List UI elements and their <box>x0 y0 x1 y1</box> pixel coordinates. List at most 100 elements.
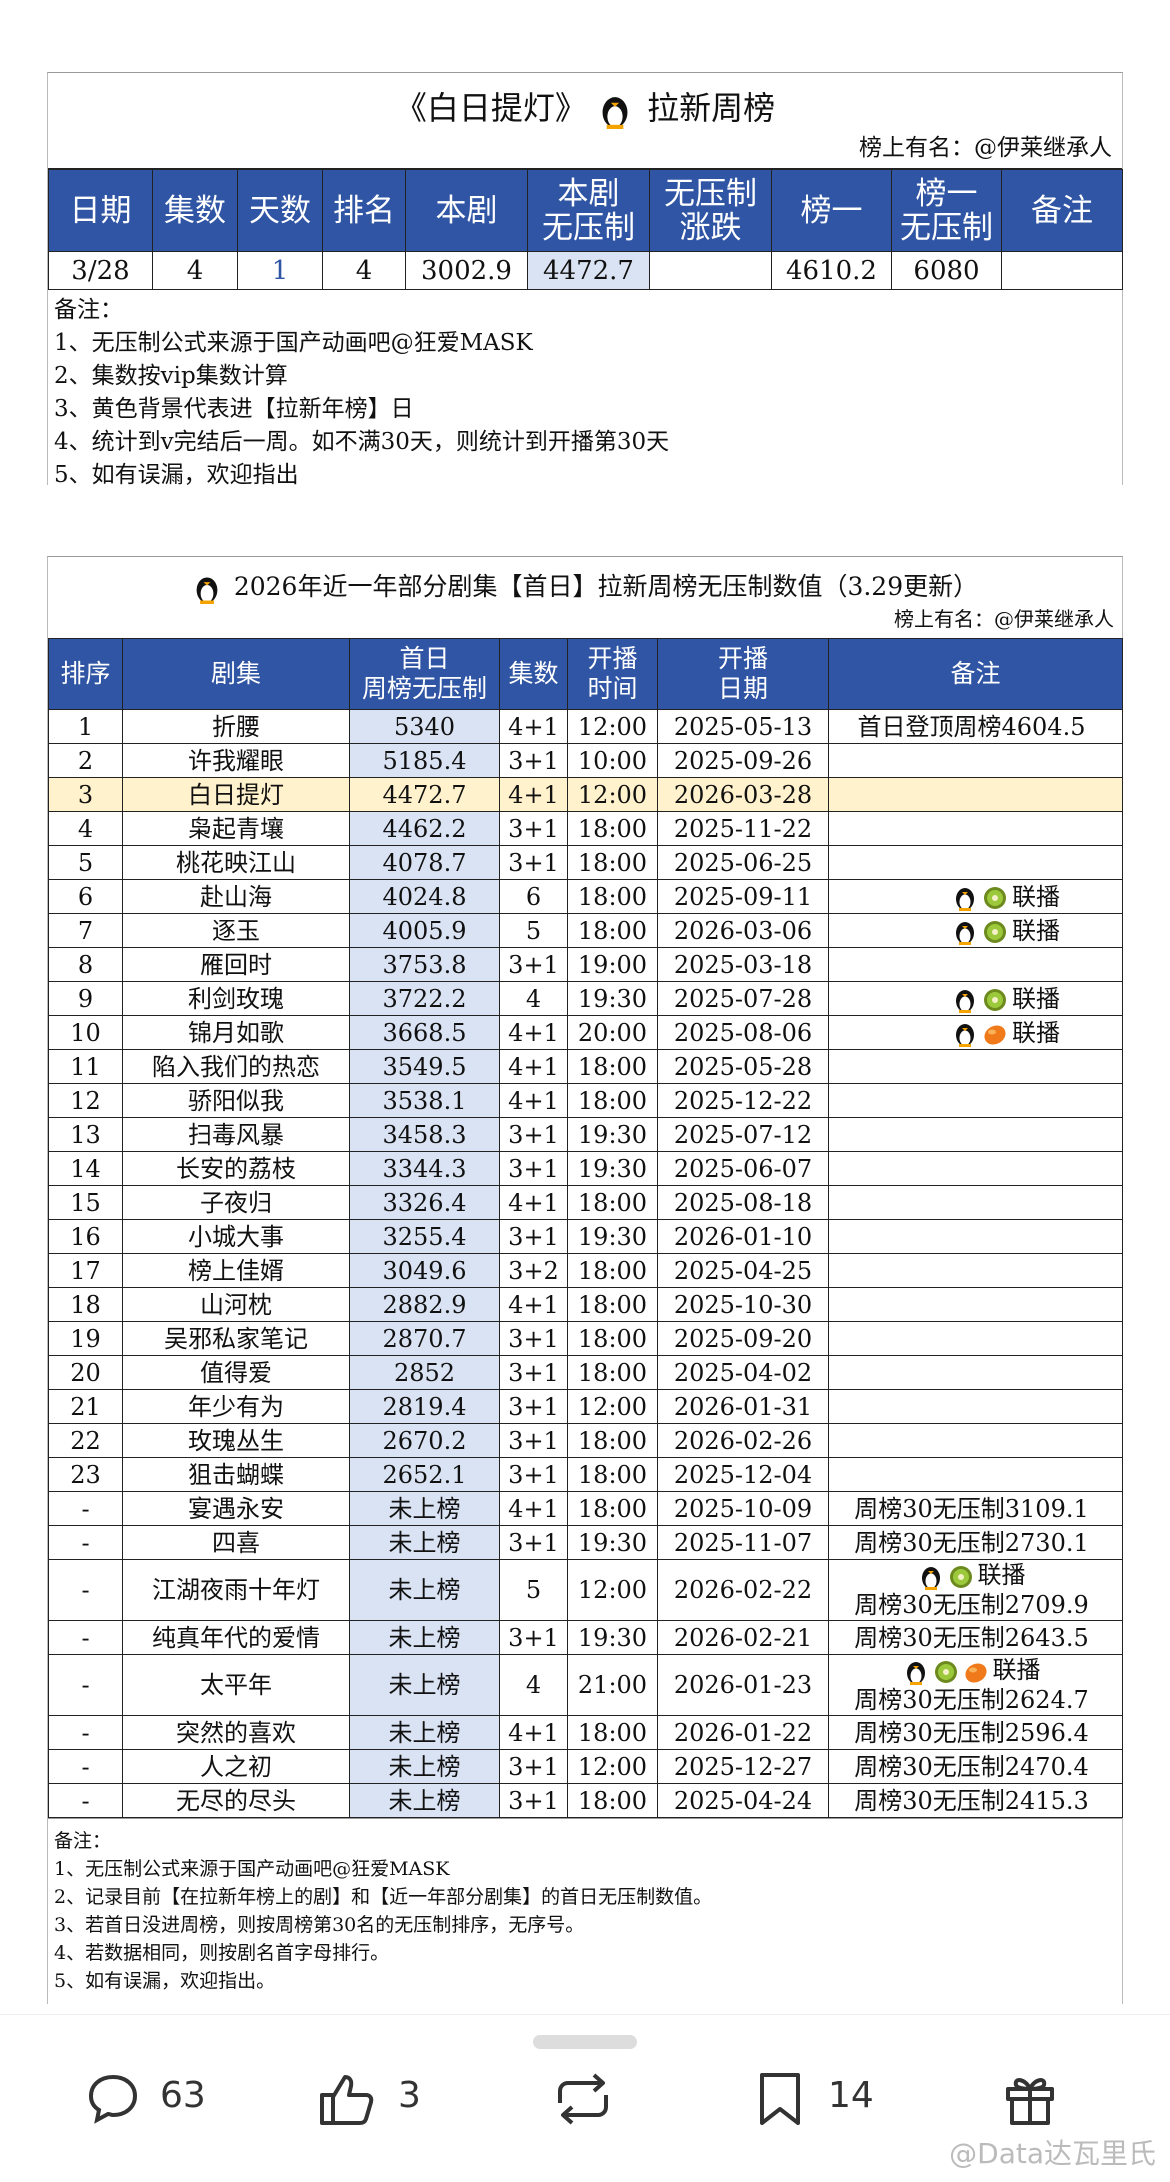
cell: 20:00 <box>567 1015 658 1050</box>
data-row: 16 小城大事 3255.4 3+1 19:30 2026-01-10 <box>48 1219 1123 1254</box>
cell: 2870.7 <box>349 1321 500 1356</box>
data-row: - 无尽的尽头 未上榜 3+1 18:00 2025-04-24 周榜30无压制2415.3 <box>48 1783 1123 1818</box>
note-cell: 周榜30无压制2730.1 <box>828 1525 1123 1560</box>
note-text: 周榜30无压制3109.1 <box>854 1494 1089 1523</box>
cell: 3+1 <box>499 1783 568 1818</box>
cell: 19:30 <box>567 1117 658 1152</box>
comment-button[interactable] <box>86 2071 140 2125</box>
cell: 6080 <box>891 251 1002 290</box>
data-row: 13 扫毒风暴 3458.3 3+1 19:30 2025-07-12 <box>48 1117 1123 1152</box>
title: 《白日提灯》 <box>394 89 587 127</box>
gift-button[interactable] <box>1002 2071 1058 2127</box>
cell: 4 <box>48 811 123 846</box>
note-line: 5、如有误漏，欢迎指出 <box>54 462 299 488</box>
cell: 未上榜 <box>349 1620 500 1655</box>
cell: - <box>48 1749 123 1784</box>
note-line: 周榜30无压制2730.1 <box>830 1528 1115 1558</box>
cell: 2025-06-25 <box>657 845 829 880</box>
cell: 3+1 <box>499 1355 568 1390</box>
favorite-button[interactable] <box>756 2071 804 2127</box>
cell: 4+1 <box>499 777 568 812</box>
cell: 3+1 <box>499 1219 568 1254</box>
penguin-icon <box>956 888 974 911</box>
data-row: 19 吴邪私家笔记 2870.7 3+1 18:00 2025-09-20 <box>48 1321 1123 1356</box>
note-line: 周榜30无压制2415.3 <box>830 1786 1115 1816</box>
comment-count: 63 <box>160 2075 206 2116</box>
note-cell: 联播 周榜30无压制2624.7 <box>828 1654 1123 1716</box>
cell: 2025-10-30 <box>657 1287 829 1322</box>
note-line: 联播 <box>830 916 1115 946</box>
cell: 2025-06-07 <box>657 1151 829 1186</box>
note-cell: 联播 <box>828 913 1123 948</box>
note-cell: 周榜30无压制2470.4 <box>828 1749 1123 1784</box>
cell: 利剑玫瑰 <box>122 981 350 1016</box>
cell: 3+1 <box>499 743 568 778</box>
cell: 骄阳似我 <box>122 1083 350 1118</box>
repost-button[interactable] <box>552 2073 614 2125</box>
cell: 3+1 <box>499 1321 568 1356</box>
cell: 榜上佳婿 <box>122 1253 350 1288</box>
like-button[interactable] <box>318 2071 376 2127</box>
cell: 2026-03-28 <box>657 777 829 812</box>
data-row: 6 赴山海 4024.8 6 18:00 2025-09-11 联播 <box>48 879 1123 914</box>
data-row: 14 长安的荔枝 3344.3 3+1 19:30 2025-06-07 <box>48 1151 1123 1186</box>
header-cell: 集数 <box>152 169 238 252</box>
note-text: 联播 <box>1012 916 1060 945</box>
cell: 12:00 <box>567 777 658 812</box>
cell: 9 <box>48 981 123 1016</box>
cell: 4+1 <box>499 1049 568 1084</box>
cell: 5 <box>499 1559 568 1621</box>
cell: 突然的喜欢 <box>122 1715 350 1750</box>
cell <box>828 1287 1123 1322</box>
cell: 19:30 <box>567 1151 658 1186</box>
credit: 榜上有名：@伊莱继承人 <box>894 607 1114 631</box>
board-header: 《白日提灯》 拉新周榜 榜上有名：@伊莱继承人 <box>48 73 1122 169</box>
note-cell: 联播 <box>828 879 1123 914</box>
header-cell: 排名 <box>322 169 406 252</box>
kiwi-icon <box>984 921 1006 943</box>
cell: 3753.8 <box>349 947 500 982</box>
note-text: 周榜30无压制2470.4 <box>854 1752 1089 1781</box>
cell: 4 <box>152 251 238 290</box>
cell: 20 <box>48 1355 123 1390</box>
cell: 5 <box>499 913 568 948</box>
cell: 山河枕 <box>122 1287 350 1322</box>
cell: 2025-09-20 <box>657 1321 829 1356</box>
cell: 长安的荔枝 <box>122 1151 350 1186</box>
note-line: 联播 <box>830 1561 1115 1591</box>
note-line: 周榜30无压制3109.1 <box>830 1494 1115 1524</box>
cell <box>828 845 1123 880</box>
cell: 3722.2 <box>349 981 500 1016</box>
cell: 4472.7 <box>349 777 500 812</box>
cell: 13 <box>48 1117 123 1152</box>
cell: 4 <box>322 251 406 290</box>
cell: 18:00 <box>567 1253 658 1288</box>
cell: 吴邪私家笔记 <box>122 1321 350 1356</box>
kiwi-icon <box>984 887 1006 909</box>
cell: 未上榜 <box>349 1491 500 1526</box>
notes: 备注： 1、无压制公式来源于国产动画吧@狂爱MASK 2、记录目前【在拉新年榜上的剧… <box>48 1818 1122 1995</box>
header-cell: 备注 <box>1001 169 1123 252</box>
cell: 18:00 <box>567 1457 658 1492</box>
note-text: 联播 <box>1012 1018 1060 1047</box>
cell: 2025-04-24 <box>657 1783 829 1818</box>
cell <box>828 1423 1123 1458</box>
board-title: 2026年近一年部分剧集【首日】拉新周榜无压制数值（3.29更新） <box>48 567 1122 604</box>
cell: 3 <box>48 777 123 812</box>
cell: 3538.1 <box>349 1083 500 1118</box>
note-line: 周榜30无压制2470.4 <box>830 1752 1115 1782</box>
cell: 2026-01-23 <box>657 1654 829 1716</box>
cell: 1 <box>48 709 123 744</box>
cell: - <box>48 1620 123 1655</box>
data-row: 20 值得爱 2852 3+1 18:00 2025-04-02 <box>48 1355 1123 1390</box>
cell <box>828 1083 1123 1118</box>
title-suffix: 拉新周榜 <box>647 89 776 127</box>
cell: 2025-08-18 <box>657 1185 829 1220</box>
note-text: 联播 <box>1012 984 1060 1013</box>
header-cell: 剧集 <box>122 638 350 710</box>
data-row: 12 骄阳似我 3538.1 4+1 18:00 2025-12-22 <box>48 1083 1123 1118</box>
cell: 无尽的尽头 <box>122 1783 350 1818</box>
note-cell: 周榜30无压制2643.5 <box>828 1620 1123 1655</box>
cell <box>828 811 1123 846</box>
cell: 值得爱 <box>122 1355 350 1390</box>
